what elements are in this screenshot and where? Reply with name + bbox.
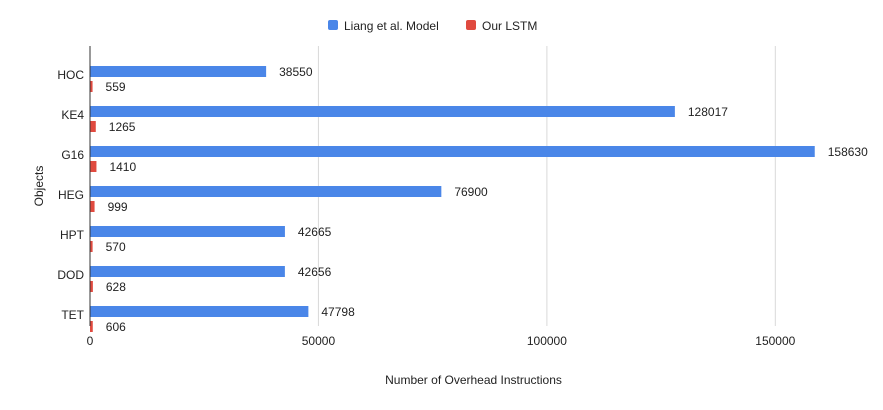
x-axis-title: Number of Overhead Instructions [385, 373, 562, 387]
y-tick-label: HEG [58, 188, 84, 202]
y-tick-label: TET [61, 308, 84, 322]
bar-liang [90, 186, 442, 197]
data-label-liang: 128017 [688, 105, 728, 119]
bar-liang [90, 66, 267, 77]
legend-swatch-lstm [466, 20, 476, 30]
data-label-lstm: 628 [106, 280, 126, 294]
bar-lstm [90, 201, 95, 212]
bar-lstm [90, 81, 93, 92]
axes: 0 50000 100000 150000 HOC KE4 G16 HEG HPT DOD TET N… [32, 46, 796, 387]
data-labels: 38550 559 128017 1265 158630 1410 76900 999 4266… [106, 65, 869, 334]
data-label-liang: 76900 [454, 185, 488, 199]
x-tick-label: 50000 [302, 334, 336, 348]
x-tick-label: 0 [87, 334, 94, 348]
bar-lstm [90, 321, 93, 332]
data-label-liang: 42656 [298, 265, 332, 279]
legend-label-lstm: Our LSTM [482, 19, 537, 33]
bar-lstm [90, 241, 93, 252]
y-axis-title: Objects [32, 166, 46, 207]
y-tick-label: HPT [60, 228, 85, 242]
y-tick-label: G16 [61, 148, 84, 162]
bar-liang [90, 106, 675, 117]
data-label-lstm: 559 [106, 80, 126, 94]
bar-lstm [90, 281, 93, 292]
bar-lstm [90, 121, 96, 132]
data-label-lstm: 1410 [109, 160, 136, 174]
bar-liang [90, 146, 815, 157]
y-tick-label: DOD [57, 268, 84, 282]
legend-swatch-liang [328, 20, 338, 30]
legend: Liang et al. Model Our LSTM [328, 19, 537, 33]
x-tick-label: 100000 [527, 334, 567, 348]
data-label-lstm: 606 [106, 320, 126, 334]
data-label-liang: 158630 [828, 145, 868, 159]
data-label-liang: 38550 [279, 65, 313, 79]
data-label-lstm: 570 [106, 240, 126, 254]
bar-liang [90, 226, 285, 237]
legend-label-liang: Liang et al. Model [344, 19, 439, 33]
x-tick-label: 150000 [755, 334, 795, 348]
bars [90, 66, 815, 332]
y-tick-label: KE4 [61, 108, 84, 122]
y-tick-label: HOC [57, 68, 84, 82]
data-label-liang: 42665 [298, 225, 332, 239]
data-label-lstm: 1265 [109, 120, 136, 134]
bar-liang [90, 266, 285, 277]
bar-liang [90, 306, 309, 317]
data-label-lstm: 999 [108, 200, 128, 214]
bar-lstm [90, 161, 97, 172]
data-label-liang: 47798 [321, 305, 355, 319]
